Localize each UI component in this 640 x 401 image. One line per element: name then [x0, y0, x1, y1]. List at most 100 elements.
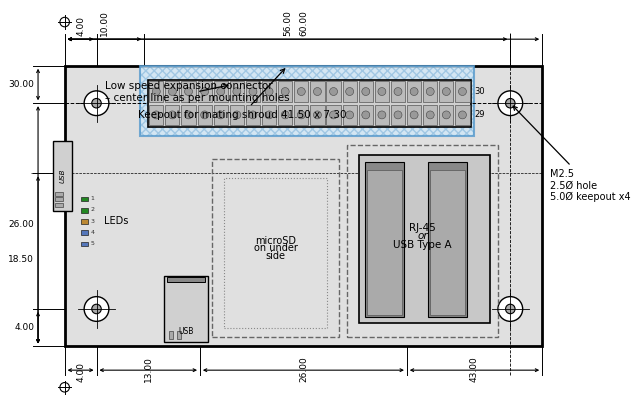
Text: 26.00: 26.00 [8, 220, 35, 229]
Bar [375, 81, 389, 102]
Bar [347, 145, 499, 337]
Bar [165, 81, 179, 102]
Text: 18.50: 18.50 [8, 255, 35, 264]
Bar [55, 203, 63, 207]
Bar [181, 105, 196, 125]
Bar [358, 105, 373, 125]
Circle shape [217, 87, 225, 95]
Circle shape [152, 111, 160, 119]
Bar [456, 105, 470, 125]
Circle shape [330, 111, 337, 119]
Circle shape [298, 111, 305, 119]
Circle shape [84, 297, 109, 321]
Text: 4.00: 4.00 [76, 362, 85, 382]
Bar [140, 66, 474, 136]
Circle shape [233, 87, 241, 95]
Circle shape [168, 111, 177, 119]
Circle shape [362, 111, 370, 119]
Bar [167, 277, 205, 282]
Bar [326, 81, 340, 102]
Text: 4: 4 [90, 230, 94, 235]
Bar [310, 105, 324, 125]
Bar [262, 105, 276, 125]
Bar [177, 331, 181, 339]
Bar [278, 81, 292, 102]
Bar [55, 197, 63, 201]
Circle shape [249, 87, 257, 95]
Circle shape [506, 99, 515, 108]
Bar [214, 105, 228, 125]
Bar [358, 81, 373, 102]
Bar [230, 105, 244, 125]
Bar [224, 178, 327, 328]
Circle shape [506, 304, 515, 314]
Text: Low speed expansion connector
– center line as per mounting holes: Low speed expansion connector – center l… [104, 81, 289, 103]
Circle shape [378, 111, 386, 119]
Bar [198, 105, 212, 125]
Text: 3: 3 [90, 219, 94, 224]
Text: side: side [266, 251, 285, 261]
Bar [439, 105, 453, 125]
Circle shape [233, 111, 241, 119]
Text: 13.00: 13.00 [144, 356, 153, 382]
Bar [407, 81, 421, 102]
Bar [246, 105, 260, 125]
Bar [55, 192, 63, 196]
Circle shape [168, 87, 177, 95]
Text: or: or [417, 231, 428, 241]
Circle shape [92, 304, 101, 314]
Text: 43.00: 43.00 [470, 356, 479, 382]
Bar [81, 231, 88, 235]
Bar [81, 242, 88, 246]
Circle shape [330, 87, 337, 95]
Circle shape [346, 111, 354, 119]
Bar [342, 105, 356, 125]
Bar [214, 81, 228, 102]
Circle shape [498, 91, 523, 115]
Bar [246, 81, 260, 102]
Bar [294, 81, 308, 102]
Circle shape [442, 87, 451, 95]
Circle shape [201, 111, 209, 119]
Text: 1: 1 [90, 196, 94, 201]
Circle shape [184, 87, 193, 95]
Bar [407, 105, 421, 125]
Circle shape [410, 87, 418, 95]
Bar [81, 208, 88, 213]
Circle shape [281, 87, 289, 95]
Text: Keepout for mating shroud 41.50 x 7.30: Keepout for mating shroud 41.50 x 7.30 [138, 69, 346, 119]
Circle shape [92, 99, 101, 108]
Bar [342, 81, 356, 102]
Circle shape [84, 91, 109, 115]
Text: RJ-45: RJ-45 [410, 223, 436, 233]
Text: 60.00: 60.00 [299, 10, 308, 36]
Bar [81, 197, 88, 201]
Text: USB Type A: USB Type A [394, 240, 452, 250]
Bar [428, 162, 467, 317]
Circle shape [426, 87, 434, 95]
Text: 30: 30 [474, 87, 485, 96]
Circle shape [281, 111, 289, 119]
Bar [423, 105, 437, 125]
Text: 4.00: 4.00 [14, 323, 35, 332]
Bar [429, 170, 465, 316]
Text: on under: on under [253, 243, 298, 253]
Circle shape [298, 87, 305, 95]
Text: 29: 29 [474, 110, 485, 119]
Bar [148, 80, 470, 127]
Bar [310, 81, 324, 102]
Bar [230, 81, 244, 102]
Circle shape [362, 87, 370, 95]
Bar [439, 81, 453, 102]
Text: USB: USB [179, 327, 194, 336]
Bar [140, 66, 474, 136]
Circle shape [201, 87, 209, 95]
Circle shape [249, 111, 257, 119]
Circle shape [394, 87, 402, 95]
Bar [169, 331, 173, 339]
Bar [53, 141, 72, 211]
Text: 4.00: 4.00 [76, 16, 85, 36]
Text: 26.00: 26.00 [299, 356, 308, 382]
Bar [423, 81, 437, 102]
Bar [326, 105, 340, 125]
